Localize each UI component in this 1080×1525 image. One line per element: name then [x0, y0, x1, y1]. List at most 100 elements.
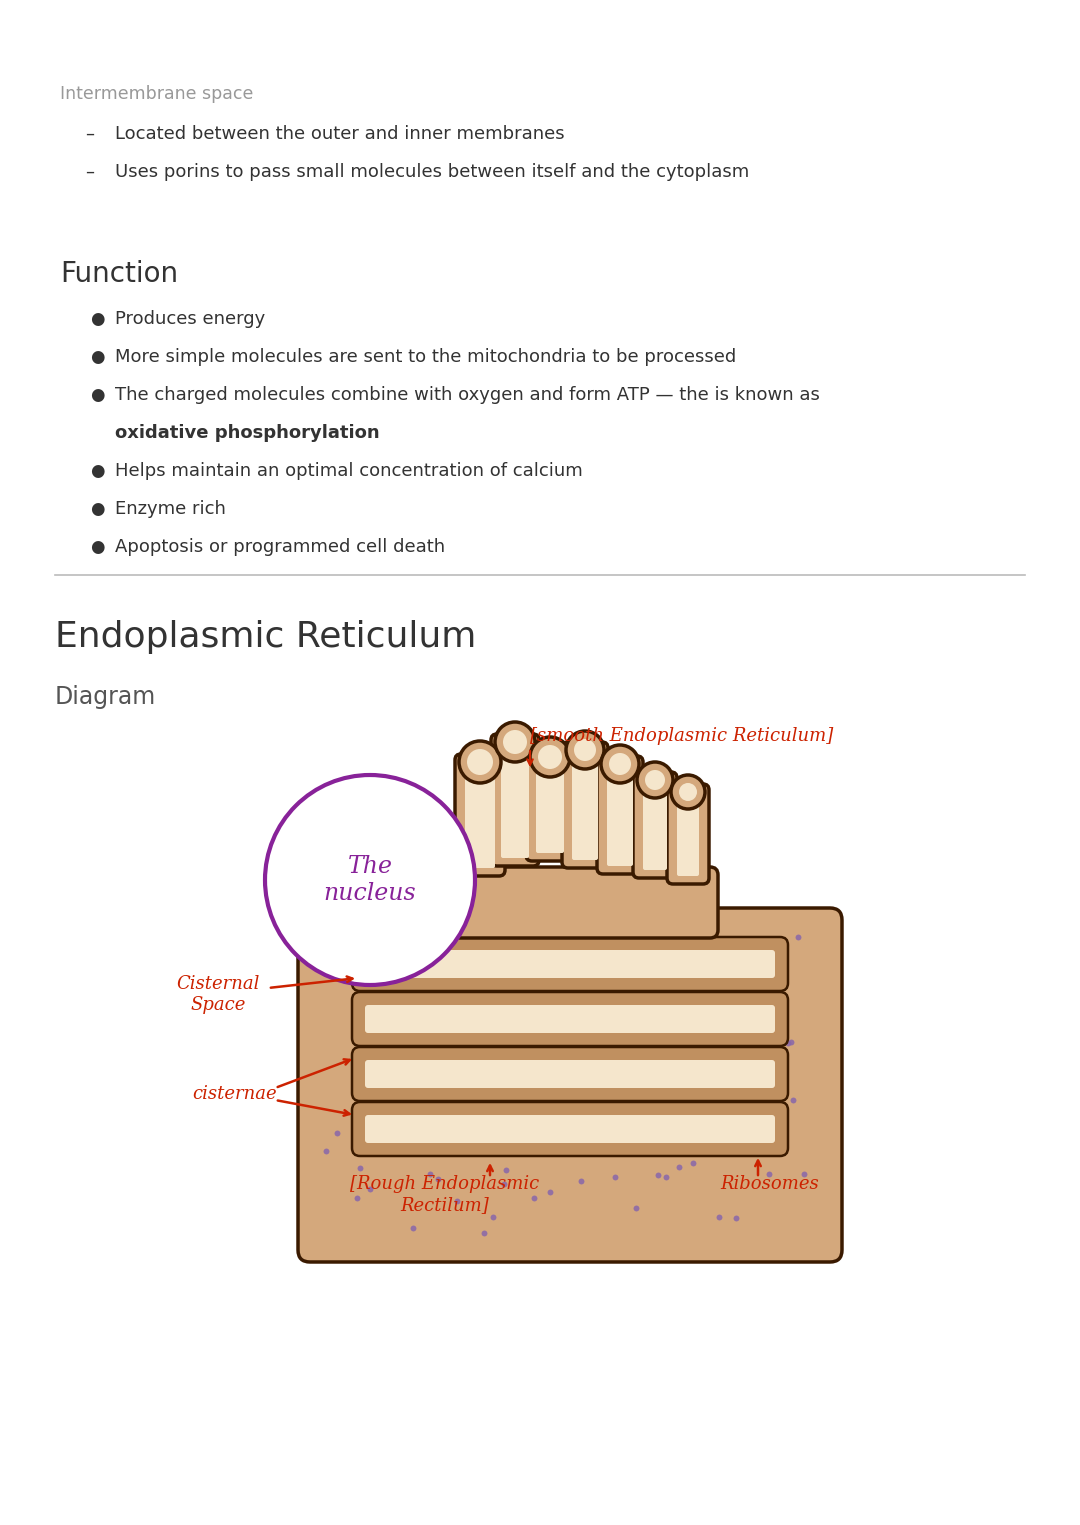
Text: [smooth Endoplasmic Reticulum]: [smooth Endoplasmic Reticulum]: [530, 727, 834, 746]
Point: [354, 973, 372, 997]
Point: [597, 1121, 615, 1145]
Point: [680, 964, 698, 988]
Point: [545, 1049, 563, 1074]
Point: [671, 1156, 688, 1180]
Circle shape: [566, 730, 604, 769]
Point: [760, 1162, 778, 1186]
Circle shape: [609, 753, 631, 775]
Point: [607, 1165, 624, 1190]
Point: [417, 1061, 434, 1086]
FancyBboxPatch shape: [536, 759, 564, 852]
Point: [525, 1186, 542, 1211]
Point: [649, 1164, 666, 1188]
Text: Intermembrane space: Intermembrane space: [60, 85, 254, 104]
Text: ●: ●: [90, 500, 105, 519]
Point: [496, 1171, 513, 1196]
Point: [448, 1190, 465, 1214]
Circle shape: [645, 770, 665, 790]
Point: [541, 1180, 558, 1205]
FancyBboxPatch shape: [365, 1115, 775, 1144]
Point: [518, 1083, 536, 1107]
Text: [Rough Endoplasmic
Rectilum]: [Rough Endoplasmic Rectilum]: [350, 1174, 540, 1214]
Point: [551, 1106, 568, 1130]
Point: [732, 942, 750, 967]
Point: [429, 1167, 446, 1191]
Point: [548, 968, 565, 993]
Text: Apoptosis or programmed cell death: Apoptosis or programmed cell death: [114, 538, 445, 557]
Point: [503, 935, 521, 959]
Point: [727, 1205, 744, 1229]
Text: ●: ●: [90, 462, 105, 480]
Point: [543, 1051, 561, 1075]
Point: [519, 1055, 537, 1080]
Text: ●: ●: [90, 348, 105, 366]
Text: The charged molecules combine with oxygen and form ATP — the is known as: The charged molecules combine with oxyge…: [114, 386, 820, 404]
Circle shape: [538, 746, 562, 769]
Point: [342, 933, 360, 958]
Text: ●: ●: [90, 310, 105, 328]
FancyBboxPatch shape: [607, 766, 633, 866]
Text: ●: ●: [90, 538, 105, 557]
Point: [470, 991, 487, 1016]
Text: –: –: [85, 125, 94, 143]
FancyBboxPatch shape: [526, 749, 573, 862]
FancyBboxPatch shape: [352, 1048, 788, 1101]
Point: [664, 973, 681, 997]
Text: The
nucleus: The nucleus: [324, 856, 416, 904]
Point: [318, 1139, 335, 1164]
Text: cisternae: cisternae: [192, 1084, 278, 1103]
Point: [362, 1176, 379, 1200]
Point: [468, 1006, 485, 1031]
Point: [489, 1095, 507, 1119]
Point: [352, 1156, 369, 1180]
Point: [782, 1029, 799, 1054]
FancyBboxPatch shape: [633, 772, 677, 878]
FancyBboxPatch shape: [455, 753, 505, 875]
Point: [644, 926, 661, 950]
Text: Helps maintain an optimal concentration of calcium: Helps maintain an optimal concentration …: [114, 462, 583, 480]
Point: [499, 1086, 516, 1110]
Circle shape: [265, 775, 475, 985]
FancyBboxPatch shape: [352, 936, 788, 991]
Point: [762, 1066, 780, 1090]
Point: [573, 1122, 591, 1147]
Point: [328, 1121, 346, 1145]
Point: [585, 1051, 603, 1075]
Point: [684, 1151, 701, 1176]
FancyBboxPatch shape: [352, 1103, 788, 1156]
Point: [381, 1141, 399, 1165]
Point: [711, 1205, 728, 1229]
FancyBboxPatch shape: [365, 1060, 775, 1087]
Point: [349, 1185, 366, 1209]
Text: Enzyme rich: Enzyme rich: [114, 500, 226, 519]
Point: [458, 1006, 475, 1031]
FancyBboxPatch shape: [501, 744, 529, 859]
FancyBboxPatch shape: [643, 782, 667, 869]
FancyBboxPatch shape: [667, 784, 708, 884]
Circle shape: [600, 746, 639, 782]
Circle shape: [467, 749, 492, 775]
Point: [463, 996, 481, 1020]
FancyBboxPatch shape: [597, 756, 643, 874]
Point: [772, 967, 789, 991]
Point: [485, 1205, 502, 1229]
Point: [468, 1132, 485, 1156]
Point: [679, 1005, 697, 1029]
Circle shape: [503, 730, 527, 753]
Point: [554, 1022, 571, 1046]
Point: [638, 973, 656, 997]
Circle shape: [671, 775, 705, 808]
Text: ●: ●: [90, 386, 105, 404]
Circle shape: [530, 737, 570, 778]
Point: [531, 1057, 549, 1081]
Point: [383, 1100, 401, 1124]
FancyBboxPatch shape: [465, 764, 495, 868]
Point: [538, 990, 555, 1014]
FancyBboxPatch shape: [365, 950, 775, 978]
Point: [432, 936, 449, 961]
Point: [729, 930, 746, 955]
FancyBboxPatch shape: [572, 752, 598, 860]
Circle shape: [459, 741, 501, 782]
Text: Uses porins to pass small molecules between itself and the cytoplasm: Uses porins to pass small molecules betw…: [114, 163, 750, 181]
Point: [651, 973, 669, 997]
